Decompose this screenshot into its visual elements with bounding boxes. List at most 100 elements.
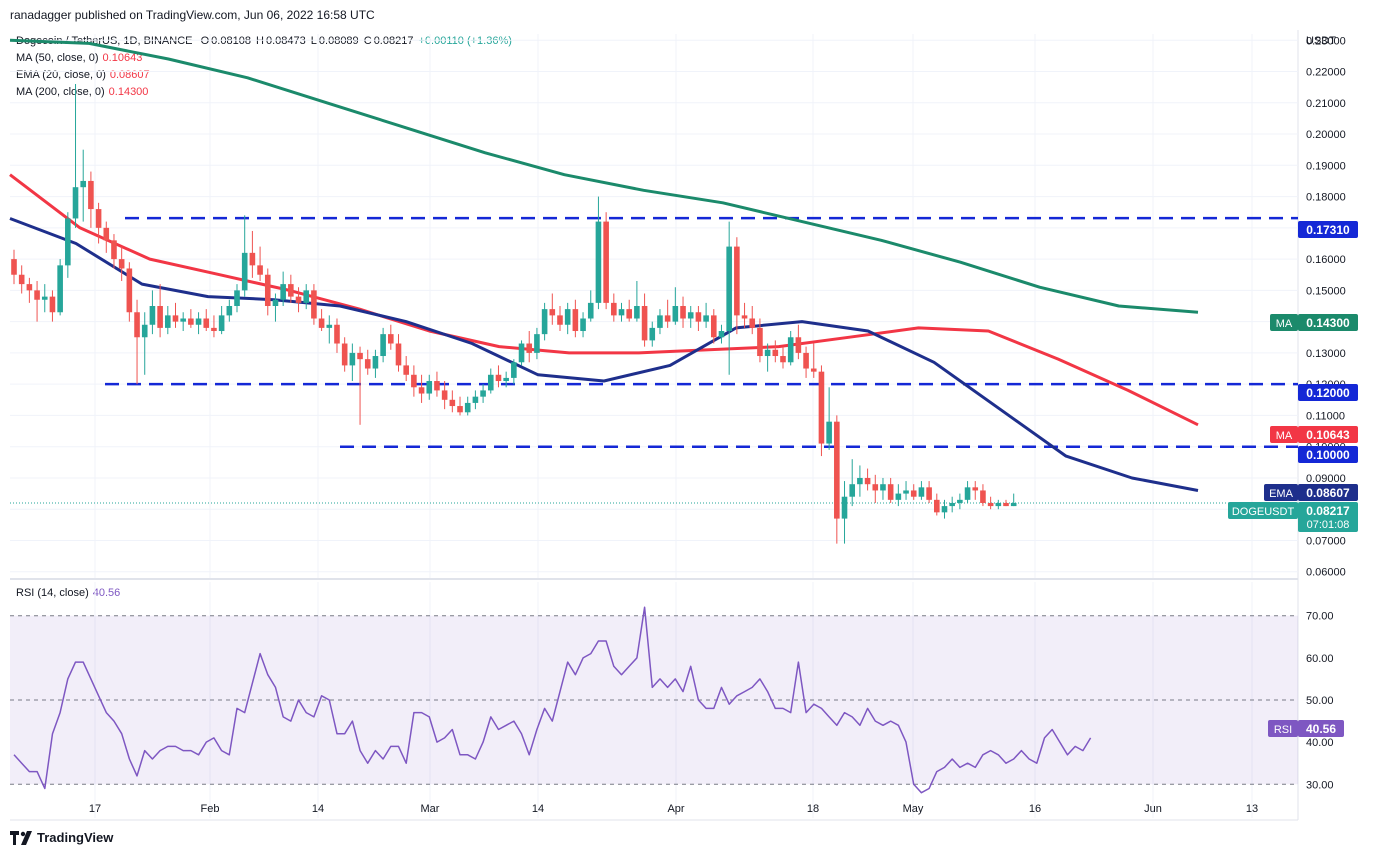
tag-level-100: 0.10000: [1298, 446, 1358, 463]
candle-body: [157, 306, 163, 328]
tradingview-logo[interactable]: TradingView: [10, 830, 113, 845]
ma200-line: [9, 38, 1199, 314]
time-tick-label: Apr: [667, 803, 684, 815]
tag-ma200: MA 0.14300: [1270, 314, 1358, 331]
candle-body: [934, 499, 940, 513]
candle-body: [895, 493, 902, 500]
candle-body: [587, 302, 594, 319]
candle-body: [426, 381, 433, 394]
ma50-legend-value: 0.10643: [102, 52, 143, 64]
rsi-line-group: [13, 606, 1092, 794]
candle-body: [195, 318, 202, 325]
ma200-legend[interactable]: MA (200, close, 0) 0.14300: [16, 86, 148, 98]
candle-body: [34, 290, 40, 300]
time-tick-label: May: [903, 803, 924, 815]
price-tick-label: 0.23000: [1306, 35, 1346, 47]
candle-body: [695, 312, 702, 322]
candle-body: [549, 309, 556, 316]
candle-body: [964, 487, 971, 500]
rsi-legend-value: 40.56: [92, 587, 121, 599]
rsi-legend[interactable]: RSI (14, close) 40.56: [16, 587, 120, 599]
candle-body: [664, 315, 671, 322]
candle-body: [364, 359, 371, 369]
candle-body: [380, 334, 386, 357]
publisher-line: ranadagger published on TradingView.com,…: [10, 8, 375, 22]
price-tick-label: 0.19000: [1306, 160, 1346, 172]
candle-body: [787, 337, 794, 363]
candle-body: [1010, 502, 1017, 507]
candle-body: [211, 327, 217, 332]
price-tick-label: 0.06000: [1306, 567, 1346, 579]
candle-body: [357, 352, 363, 360]
time-tick-label: 13: [1246, 803, 1258, 815]
tradingview-logo-icon: [10, 830, 32, 845]
time-tick-label: 14: [532, 803, 544, 815]
candle-body: [518, 343, 525, 363]
candle-body: [718, 331, 725, 338]
candle-body: [349, 352, 356, 366]
time-tick-label: Jun: [1144, 803, 1162, 815]
candle-body: [780, 356, 786, 363]
tag-level-100-text: 0.10000: [1306, 448, 1350, 462]
candle-body: [334, 324, 340, 344]
candle-body: [903, 490, 909, 494]
ma50-legend[interactable]: MA (50, close, 0) 0.10643: [16, 52, 142, 64]
tag-ma200-value: 0.14300: [1306, 316, 1350, 330]
tag-countdown: 07:01:08: [1307, 519, 1350, 531]
tag-rsi: RSI 40.56: [1268, 720, 1344, 737]
candle-body: [764, 349, 771, 357]
candle-body: [264, 274, 271, 306]
candle-body: [172, 315, 179, 322]
candle-body: [603, 221, 609, 303]
rsi-tick-label: 60.00: [1306, 653, 1334, 665]
candle-body: [534, 334, 540, 353]
price-tick-label: 0.16000: [1306, 254, 1346, 266]
candle-body: [57, 265, 63, 313]
low-label: L: [310, 35, 317, 47]
candle-body: [203, 318, 210, 328]
candle-body: [526, 343, 533, 353]
candle-body: [418, 387, 425, 394]
candle-body: [103, 227, 110, 241]
rsi-axis: 70.00 60.00 50.00 40.00 30.00: [1306, 611, 1334, 792]
candle-body: [626, 309, 632, 319]
candle-body: [741, 315, 748, 319]
candle-body: [480, 390, 486, 397]
candle-body: [80, 180, 87, 188]
price-tick-label: 0.22000: [1306, 67, 1346, 79]
tag-level-120-text: 0.12000: [1306, 386, 1350, 400]
candle-body: [257, 265, 263, 275]
candle-body: [141, 324, 148, 338]
candle-body: [857, 477, 863, 485]
candle-body: [757, 327, 763, 357]
candle-body: [657, 315, 663, 328]
symbol-title: Dogecoin / TetherUS, 1D, BINANCE: [16, 35, 193, 47]
candle-body: [634, 306, 640, 319]
time-tick-label: 14: [312, 803, 324, 815]
candle-body: [180, 318, 186, 322]
candle-body: [311, 290, 317, 319]
change-value: +0.00110 (+1.36%): [418, 35, 512, 47]
tag-ema20-value: 0.08607: [1306, 486, 1350, 500]
high-label: H: [256, 35, 264, 47]
candle-body: [572, 309, 579, 332]
moving-averages: [9, 38, 1199, 492]
candle-body: [503, 377, 509, 382]
price-tick-label: 0.20000: [1306, 129, 1346, 141]
candle-body: [318, 318, 325, 328]
candle-body: [826, 421, 832, 444]
time-tick-label: 18: [807, 803, 819, 815]
candle-body: [987, 502, 994, 507]
candle-body: [957, 499, 963, 503]
close-label: C: [363, 35, 372, 47]
candle-body: [849, 484, 856, 497]
candle-body: [303, 290, 310, 303]
candle-body: [288, 284, 294, 297]
candle-body: [126, 268, 133, 313]
candle-body: [949, 502, 955, 507]
candle-body: [749, 318, 756, 328]
pane-divider[interactable]: [10, 578, 1298, 580]
candle-body: [649, 327, 656, 341]
